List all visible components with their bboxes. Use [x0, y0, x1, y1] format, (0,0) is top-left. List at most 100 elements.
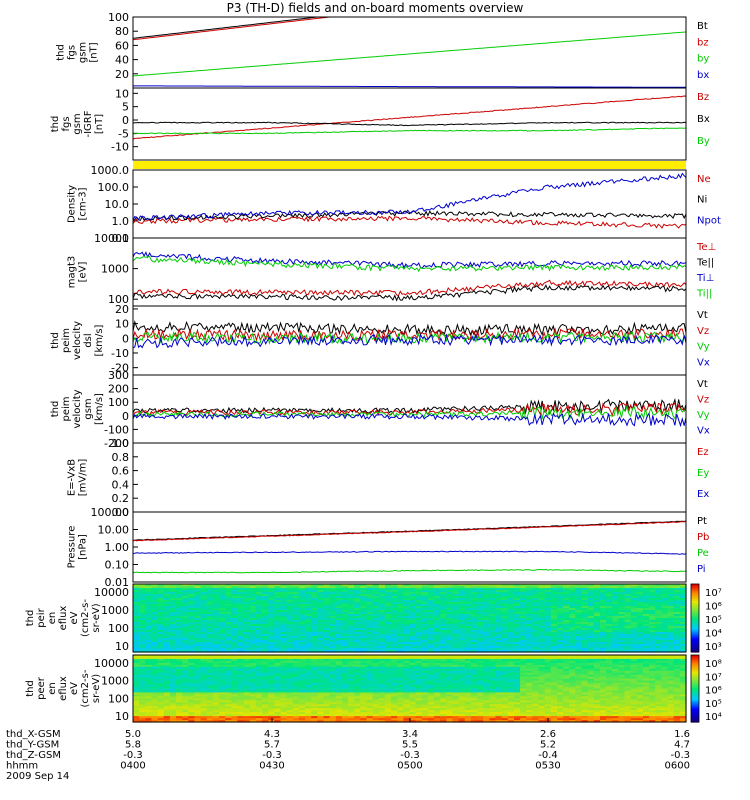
legend-Ni: Ni	[697, 195, 707, 206]
heatmap-cell	[415, 680, 423, 684]
heatmap-cell	[661, 602, 669, 605]
heatmap-cell	[329, 646, 337, 649]
ytick-label: 1.00	[105, 541, 130, 554]
heatmap-cell	[212, 590, 220, 593]
heatmap-cell	[194, 710, 202, 713]
panel-ylabel: thdpeerenefluxeV(cm2-s-sr-eV)	[25, 669, 102, 707]
heatmap-cell	[151, 676, 159, 680]
heatmap-cell	[470, 634, 478, 637]
heatmap-cell	[593, 608, 601, 611]
heatmap-cell	[212, 630, 220, 633]
heatmap-cell	[366, 666, 374, 670]
heatmap-cell	[360, 624, 367, 627]
heatmap-cell	[237, 600, 245, 603]
heatmap-cell	[464, 620, 472, 623]
heatmap-cell	[305, 678, 312, 682]
heatmap-cell	[532, 590, 540, 593]
heatmap-cell	[274, 704, 281, 707]
heatmap-cell	[495, 606, 503, 609]
heatmap-cell	[151, 614, 159, 617]
heatmap-cell	[421, 642, 429, 645]
heatmap-cell	[421, 690, 429, 694]
heatmap-cell	[176, 666, 183, 670]
heatmap-cell	[206, 644, 214, 647]
heatmap-cell	[636, 588, 644, 591]
heatmap-cell	[182, 662, 189, 666]
heatmap-cell	[176, 648, 183, 651]
heatmap-cell	[624, 644, 632, 647]
heatmap-cell	[243, 648, 251, 651]
heatmap-cell	[169, 622, 177, 625]
heatmap-cell	[384, 708, 392, 711]
heatmap-cell	[311, 598, 318, 601]
heatmap-cell	[133, 710, 140, 713]
heatmap-cell	[427, 600, 435, 603]
heatmap-cell	[679, 640, 687, 643]
heatmap-cell	[341, 704, 349, 707]
heatmap-cell	[606, 584, 613, 587]
heatmap-cell	[206, 672, 214, 676]
heatmap-cell	[243, 628, 251, 631]
heatmap-cell	[292, 706, 300, 709]
heatmap-cell	[544, 628, 552, 631]
heatmap-cell	[317, 600, 324, 603]
heatmap-cell	[323, 646, 331, 649]
heatmap-cell	[470, 594, 478, 597]
heatmap-cell	[133, 590, 140, 593]
heatmap-cell	[169, 712, 177, 715]
heatmap-cell	[372, 655, 380, 658]
heatmap-cell	[366, 700, 374, 703]
heatmap-cell	[311, 655, 318, 658]
heatmap-cell	[157, 648, 165, 651]
heatmap-cell	[427, 694, 435, 697]
heatmap-cell	[507, 614, 515, 617]
heatmap-cell	[219, 638, 226, 641]
heatmap-cell	[391, 662, 398, 666]
heatmap-cell	[378, 604, 386, 607]
heatmap-cell	[231, 628, 238, 631]
ylabel-line: thd	[25, 610, 36, 627]
heatmap-cell	[452, 610, 460, 613]
heatmap-cell	[348, 634, 355, 637]
heatmap-cell	[630, 612, 638, 615]
heatmap-cell	[298, 662, 306, 666]
heatmap-cell	[378, 706, 386, 709]
heatmap-cell	[526, 596, 533, 599]
heatmap-cell	[452, 630, 460, 633]
heatmap-cell	[243, 686, 251, 690]
heatmap-cell	[280, 620, 288, 623]
heatmap-cell	[544, 584, 552, 587]
heatmap-cell	[446, 610, 454, 613]
heatmap-cell	[305, 682, 312, 686]
heatmap-cell	[317, 620, 324, 623]
heatmap-cell	[133, 606, 140, 609]
heatmap-cell	[409, 658, 417, 662]
heatmap-cell	[391, 670, 398, 674]
heatmap-cell	[329, 618, 337, 621]
heatmap-cell	[341, 672, 349, 676]
heatmap-cell	[268, 670, 275, 674]
heatmap-cell	[409, 702, 417, 705]
heatmap-cell	[618, 608, 626, 611]
heatmap-cell	[563, 632, 570, 635]
heatmap-cell	[360, 664, 367, 668]
heatmap-cell	[575, 626, 583, 629]
heatmap-cell	[163, 688, 171, 692]
ytick-label: 1.0	[112, 215, 130, 228]
heatmap-cell	[348, 598, 355, 601]
heatmap-cell	[415, 644, 423, 647]
heatmap-cell	[231, 684, 238, 688]
heatmap-cell	[335, 670, 343, 674]
heatmap-cell	[341, 624, 349, 627]
heatmap-cell	[366, 598, 374, 601]
heatmap-cell	[557, 634, 564, 637]
heatmap-cell	[243, 608, 251, 611]
heatmap-cell	[139, 692, 146, 695]
heatmap-cell	[206, 636, 214, 639]
heatmap-cell	[329, 704, 337, 707]
heatmap-cell	[378, 670, 386, 674]
heatmap-cell	[520, 612, 527, 615]
heatmap-cell	[200, 604, 208, 607]
heatmap-cell	[268, 632, 275, 635]
heatmap-cell	[507, 584, 515, 587]
